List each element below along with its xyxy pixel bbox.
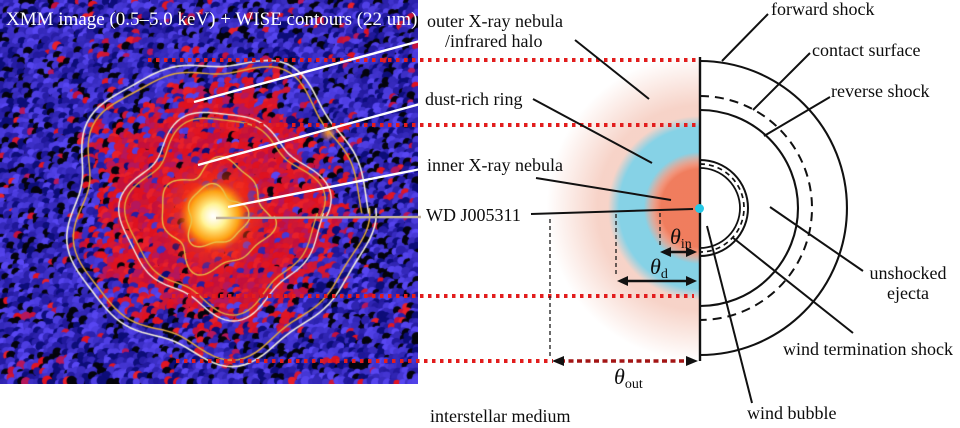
theta-d-label: θd [650, 254, 668, 282]
reverse-shock-label: reverse shock [831, 81, 930, 101]
wind-bubble-pointer [706, 225, 753, 404]
dust-ring-pointer [532, 98, 653, 164]
forward-shock-arc [699, 59, 849, 357]
reverse-shock-pointer [763, 96, 831, 137]
wd-label: WD J005311 [426, 205, 521, 225]
unshocked-ejecta-label: unshocked ejecta [869, 263, 947, 303]
reverse-shock-arc [699, 108, 800, 308]
outer-nebula-label: outer X-ray nebula /infrared halo [427, 11, 563, 51]
wd-pointer-right [530, 208, 694, 215]
image-title: XMM image (0.5–5.0 keV) + WISE contours … [6, 9, 418, 30]
wind-termination-label: wind termination shock [783, 339, 953, 359]
contact-surface-label: contact surface [812, 40, 921, 60]
contact-surface-pointer [752, 52, 811, 111]
forward-shock-label: forward shock [771, 0, 875, 19]
schematic-arcs [699, 59, 849, 357]
dust-ring-label: dust-rich ring [425, 89, 523, 109]
wind-bubble-label: wind bubble [747, 403, 837, 423]
unshocked-ejecta-pointer [769, 206, 864, 272]
inner-nebula-label: inner X-ray nebula [427, 155, 563, 175]
interstellar-medium-label: interstellar medium [430, 406, 571, 426]
xmm-image [0, 0, 418, 384]
forward-shock-pointer [721, 13, 769, 62]
theta-in-label: θin [670, 224, 692, 252]
wind-termination-shock-arc [699, 163, 745, 253]
wind-bubble-outer-arc [699, 159, 749, 257]
theta-out-label: θout [614, 364, 643, 392]
contact-surface-arc [699, 95, 813, 321]
wd-star-dot [695, 204, 704, 213]
measure-guides [549, 213, 661, 357]
outer-nebula-pointer [574, 39, 650, 100]
wind-termination-pointer [731, 236, 854, 334]
wind-bubble-inner-arc [699, 167, 741, 249]
inner-nebula-pointer [535, 177, 672, 201]
